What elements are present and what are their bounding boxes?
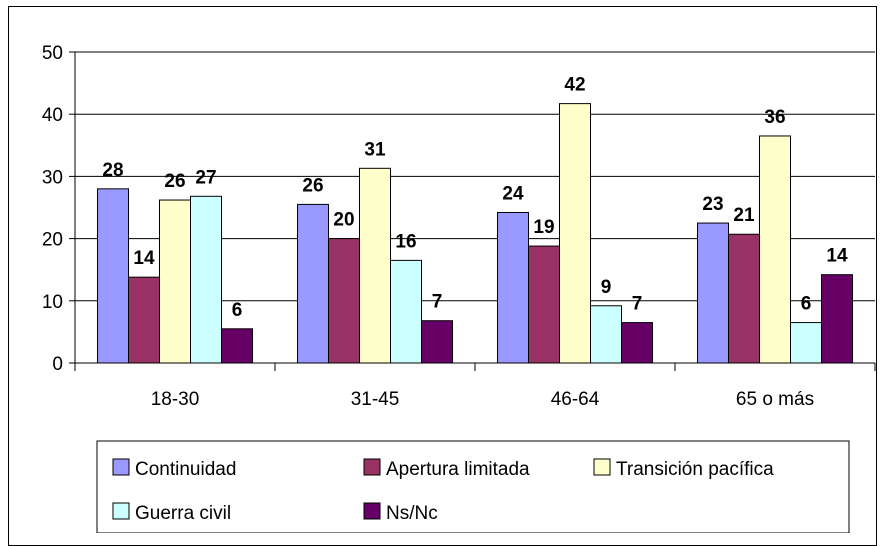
data-label: 19 xyxy=(533,217,554,238)
bar xyxy=(759,135,791,364)
bar xyxy=(728,233,760,364)
legend-box xyxy=(96,440,850,533)
bar xyxy=(159,199,191,364)
bar xyxy=(590,305,622,364)
data-label: 42 xyxy=(564,75,585,96)
data-label: 36 xyxy=(764,107,785,128)
legend-label: Guerra civil xyxy=(135,503,231,524)
data-label: 16 xyxy=(395,231,416,252)
data-label: 20 xyxy=(333,210,354,231)
data-label: 14 xyxy=(133,248,155,269)
x-tick-label: 18-30 xyxy=(151,389,200,410)
y-tick-label: 50 xyxy=(42,43,63,64)
bar xyxy=(528,245,560,364)
data-label: 7 xyxy=(632,294,643,315)
bar xyxy=(621,322,653,364)
bar xyxy=(328,238,360,364)
data-label: 7 xyxy=(432,292,443,313)
data-label: 24 xyxy=(502,183,524,204)
axes: 0 10 20 30 40 50 18-30 31-45 46-64 65 o más xyxy=(42,43,876,410)
bar xyxy=(190,195,222,364)
data-label: 9 xyxy=(601,277,612,298)
legend-swatch xyxy=(593,458,611,476)
legend-swatch xyxy=(363,502,381,520)
legend-swatch xyxy=(363,458,381,476)
data-label: 31 xyxy=(364,139,386,160)
y-tick-label: 10 xyxy=(42,292,63,313)
data-label: 21 xyxy=(733,205,755,226)
data-label: 27 xyxy=(195,167,216,188)
bar xyxy=(359,167,391,364)
legend-label: Apertura limitada xyxy=(386,459,530,480)
bar xyxy=(421,320,453,364)
y-tick-label: 20 xyxy=(42,230,63,251)
data-label: 6 xyxy=(801,294,812,315)
y-tick-label: 0 xyxy=(52,354,63,375)
data-label: 23 xyxy=(702,194,723,215)
bar xyxy=(821,274,853,364)
data-label: 14 xyxy=(826,246,848,267)
y-tick-label: 30 xyxy=(42,167,63,188)
bar xyxy=(97,188,129,364)
legend: Continuidad Apertura limitada Transición p… xyxy=(96,440,850,533)
bar xyxy=(497,211,529,364)
data-label: 6 xyxy=(232,300,243,321)
bar xyxy=(790,322,822,364)
bar xyxy=(697,222,729,364)
y-tick-label: 40 xyxy=(42,105,63,126)
legend-label: Ns/Nc xyxy=(386,503,438,524)
x-tick-label: 65 o más xyxy=(736,389,814,410)
legend-swatch xyxy=(112,502,130,520)
data-label: 26 xyxy=(302,175,323,196)
bar xyxy=(297,203,329,364)
data-label: 26 xyxy=(164,171,185,192)
bar xyxy=(390,259,422,364)
legend-swatch xyxy=(112,458,130,476)
data-label: 28 xyxy=(102,160,123,181)
bar xyxy=(221,328,253,364)
x-tick-label: 46-64 xyxy=(551,389,600,410)
bar-chart: 0 10 20 30 40 50 18-30 31-45 46-64 65 o más 28 14 2… xyxy=(42,43,876,533)
legend-label: Continuidad xyxy=(135,459,236,480)
bar xyxy=(559,103,591,364)
bars xyxy=(97,103,853,364)
x-tick-label: 31-45 xyxy=(351,389,400,410)
bar xyxy=(128,276,160,364)
legend-label: Transición pacífica xyxy=(616,459,774,480)
